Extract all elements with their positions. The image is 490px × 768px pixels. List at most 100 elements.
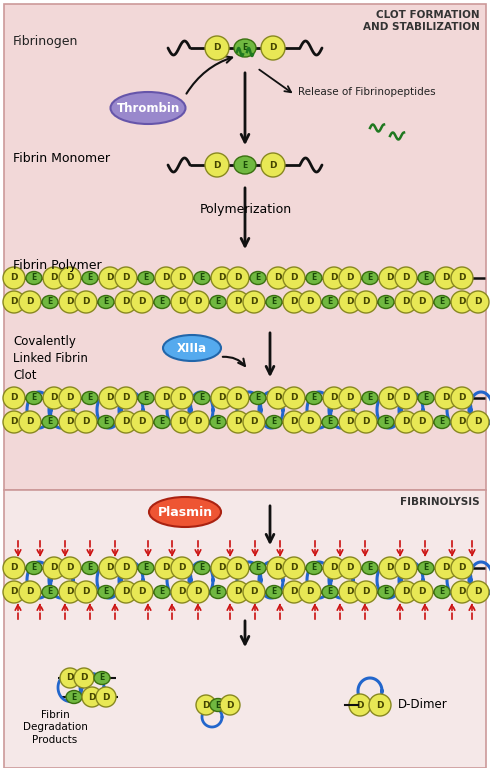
Circle shape [155,387,177,409]
Text: D: D [213,161,221,170]
Text: D: D [178,273,186,283]
Text: E: E [103,418,109,426]
Circle shape [467,291,489,313]
Text: E: E [103,588,109,597]
Circle shape [115,387,137,409]
Bar [4,490,486,768]
Text: E: E [255,273,261,283]
Ellipse shape [362,392,378,405]
Text: E: E [327,418,333,426]
Circle shape [3,581,25,603]
Text: Polymerization: Polymerization [200,204,292,217]
Circle shape [211,267,233,289]
Circle shape [131,291,153,313]
Circle shape [395,291,417,313]
Circle shape [59,267,81,289]
Circle shape [395,557,417,579]
Text: E: E [216,588,220,597]
Circle shape [3,557,25,579]
Text: Fibrin
Degradation
Products: Fibrin Degradation Products [23,710,87,745]
Circle shape [339,411,361,433]
Text: D: D [418,297,426,306]
Text: D: D [10,297,18,306]
Ellipse shape [111,92,186,124]
Text: D: D [178,393,186,402]
Circle shape [355,411,377,433]
Text: E: E [216,418,220,426]
Bar [4,4,486,490]
Ellipse shape [94,671,110,684]
Circle shape [171,387,193,409]
Circle shape [99,267,121,289]
Circle shape [395,387,417,409]
Text: D: D [162,273,170,283]
Ellipse shape [194,561,210,574]
Text: D: D [218,564,226,572]
Circle shape [75,411,97,433]
Text: D: D [138,297,146,306]
Text: D: D [226,700,234,710]
Text: D: D [106,564,114,572]
Text: D: D [194,588,202,597]
Ellipse shape [66,690,82,703]
Ellipse shape [138,272,154,284]
Circle shape [243,411,265,433]
Text: Covalently
Linked Fibrin
Clot: Covalently Linked Fibrin Clot [13,335,88,382]
Text: D: D [66,674,74,683]
Text: D: D [386,564,394,572]
Ellipse shape [322,585,338,598]
Text: E: E [327,297,333,306]
Text: D: D [82,418,90,426]
Circle shape [379,267,401,289]
Text: D: D [106,273,114,283]
Text: D: D [82,297,90,306]
Circle shape [451,267,473,289]
Text: D: D [346,273,354,283]
Ellipse shape [362,561,378,574]
Text: E: E [423,273,429,283]
Circle shape [187,581,209,603]
Text: D: D [458,297,466,306]
Ellipse shape [266,296,282,309]
Text: D: D [386,273,394,283]
Text: D: D [66,418,74,426]
Text: D: D [80,674,88,683]
Text: E: E [159,297,165,306]
Ellipse shape [210,415,226,429]
Circle shape [3,387,25,409]
Text: D: D [122,393,130,402]
Circle shape [115,411,137,433]
Circle shape [99,557,121,579]
Circle shape [171,291,193,313]
Text: D: D [458,393,466,402]
Circle shape [243,291,265,313]
Circle shape [435,267,457,289]
Text: E: E [368,393,372,402]
Circle shape [267,267,289,289]
Text: D: D [274,273,282,283]
Ellipse shape [98,585,114,598]
Text: D: D [26,418,34,426]
Circle shape [43,267,65,289]
Ellipse shape [250,272,266,284]
Circle shape [171,581,193,603]
Ellipse shape [42,415,58,429]
Circle shape [131,411,153,433]
Text: D: D [290,564,298,572]
Text: D: D [458,418,466,426]
Text: D: D [474,588,482,597]
Text: E: E [31,393,37,402]
Circle shape [227,581,249,603]
Ellipse shape [306,561,322,574]
Text: D: D [362,418,370,426]
Text: E: E [423,564,429,572]
Text: E: E [271,297,277,306]
Circle shape [467,411,489,433]
Text: D: D [290,393,298,402]
Text: Thrombin: Thrombin [117,101,180,114]
Circle shape [283,411,305,433]
Text: E: E [48,297,52,306]
Ellipse shape [322,296,338,309]
Circle shape [82,687,102,707]
Ellipse shape [250,561,266,574]
